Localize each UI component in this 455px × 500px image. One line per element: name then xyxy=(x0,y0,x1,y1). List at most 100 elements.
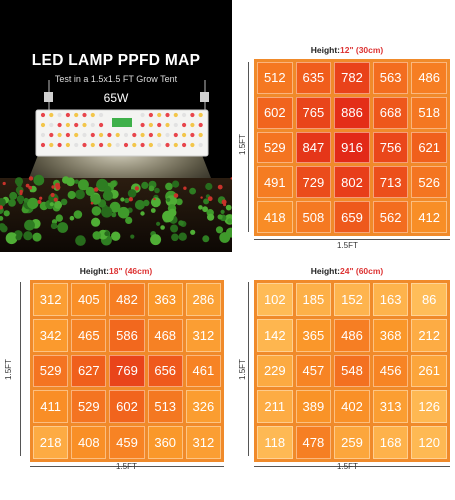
y-axis-label: 1.5FT xyxy=(3,359,13,380)
ppfd-cell: 729 xyxy=(295,166,332,199)
ppfd-cell: 326 xyxy=(185,390,221,424)
x-axis-label: 1.5FT xyxy=(116,462,137,471)
ppfd-cell: 916 xyxy=(334,131,370,164)
ppfd-cell: 756 xyxy=(372,131,409,164)
height-value: 18" (46cm) xyxy=(109,266,153,276)
hero-subtitle: Test in a 1.5x1.5 FT Grow Tent xyxy=(54,74,178,84)
ppfd-cell: 529 xyxy=(71,390,107,424)
y-axis-label: 1.5FT xyxy=(237,359,247,380)
ppfd-cell: 405 xyxy=(71,283,107,316)
ppfd-cell: 529 xyxy=(33,354,69,388)
ppfd-cell: 886 xyxy=(334,96,370,129)
height-label: Height: xyxy=(310,45,341,55)
ppfd-map-12in: Height:12" (30cm) 1.5FT 512 635 782 563 486 6… xyxy=(237,40,454,252)
ppfd-cell: 408 xyxy=(71,426,107,459)
ppfd-cell: 526 xyxy=(411,166,447,199)
ppfd-cell: 563 xyxy=(372,62,409,94)
ppfd-cell: 459 xyxy=(109,426,145,459)
product-hero-panel: LED LAMP PPFD MAP Test in a 1.5x1.5 FT G… xyxy=(0,0,232,252)
height-label: Height: xyxy=(79,266,110,276)
ppfd-cell: 513 xyxy=(147,390,183,424)
ppfd-cell: 229 xyxy=(257,354,293,388)
ppfd-cell: 365 xyxy=(295,318,332,352)
ppfd-cell: 185 xyxy=(295,283,332,316)
ppfd-cell: 802 xyxy=(334,166,370,199)
x-axis-label: 1.5FT xyxy=(337,241,358,250)
ppfd-cell: 461 xyxy=(185,354,221,388)
ppfd-cell: 668 xyxy=(372,96,409,129)
ppfd-grid: 512 635 782 563 486 602 765 886 668 518 529 847 916 7… xyxy=(254,59,450,236)
ppfd-cell: 518 xyxy=(411,96,447,129)
ppfd-cell: 152 xyxy=(334,283,370,316)
ppfd-cell: 586 xyxy=(109,318,145,352)
ppfd-cell: 389 xyxy=(295,390,332,424)
ppfd-cell: 313 xyxy=(372,390,409,424)
ppfd-cell: 261 xyxy=(411,354,447,388)
ppfd-cell: 486 xyxy=(411,62,447,94)
ppfd-cell: 342 xyxy=(33,318,69,352)
ppfd-cell: 163 xyxy=(372,283,409,316)
ppfd-cell: 562 xyxy=(372,201,409,233)
height-value: 12" (30cm) xyxy=(340,45,384,55)
ppfd-cell: 491 xyxy=(257,166,293,199)
ppfd-cell: 286 xyxy=(185,283,221,316)
ppfd-cell: 142 xyxy=(257,318,293,352)
ppfd-cell: 621 xyxy=(411,131,447,164)
ppfd-cell: 512 xyxy=(257,62,293,94)
ppfd-cell: 402 xyxy=(334,390,370,424)
ppfd-cell: 627 xyxy=(71,354,107,388)
ppfd-cell: 713 xyxy=(372,166,409,199)
x-axis-label: 1.5FT xyxy=(337,462,358,471)
ppfd-cell: 120 xyxy=(411,426,447,459)
ppfd-cell: 312 xyxy=(33,283,69,316)
ppfd-cell: 211 xyxy=(257,390,293,424)
ppfd-cell: 847 xyxy=(295,131,332,164)
ppfd-cell: 548 xyxy=(334,354,370,388)
ppfd-cell: 508 xyxy=(295,201,332,233)
ppfd-cell: 312 xyxy=(185,318,221,352)
ppfd-cell: 168 xyxy=(372,426,409,459)
hero-wattage: 65W xyxy=(103,91,129,105)
y-axis-label: 1.5FT xyxy=(237,134,247,155)
ppfd-map-24in: Height:24" (60cm) 1.5FT 102 185 152 163 86 14… xyxy=(237,262,454,474)
ppfd-cell: 411 xyxy=(33,390,69,424)
ppfd-cell: 126 xyxy=(411,390,447,424)
ppfd-cell: 659 xyxy=(334,201,370,233)
ppfd-cell: 259 xyxy=(334,426,370,459)
ppfd-cell: 529 xyxy=(257,131,293,164)
ppfd-cell: 86 xyxy=(411,283,447,316)
ppfd-cell: 418 xyxy=(257,201,293,233)
ppfd-cell: 218 xyxy=(33,426,69,459)
ppfd-cell: 212 xyxy=(411,318,447,352)
ppfd-cell: 478 xyxy=(295,426,332,459)
height-value: 24" (60cm) xyxy=(340,266,384,276)
ppfd-grid: 102 185 152 163 86 142 365 486 368 212 229 457 548 45… xyxy=(254,280,450,462)
ppfd-cell: 635 xyxy=(295,62,332,94)
ppfd-cell: 769 xyxy=(109,354,145,388)
ppfd-cell: 360 xyxy=(147,426,183,459)
map-title: Height:18" (46cm) xyxy=(8,266,224,276)
ppfd-cell: 656 xyxy=(147,354,183,388)
ppfd-cell: 456 xyxy=(372,354,409,388)
ppfd-cell: 782 xyxy=(334,62,370,94)
ppfd-cell: 482 xyxy=(109,283,145,316)
ppfd-cell: 465 xyxy=(71,318,107,352)
lamp-illustration xyxy=(0,80,232,252)
height-label: Height: xyxy=(310,266,341,276)
ppfd-cell: 765 xyxy=(295,96,332,129)
ppfd-cell: 118 xyxy=(257,426,293,459)
map-title: Height:24" (60cm) xyxy=(240,266,454,276)
ppfd-cell: 102 xyxy=(257,283,293,316)
ppfd-cell: 457 xyxy=(295,354,332,388)
ppfd-cell: 468 xyxy=(147,318,183,352)
ppfd-cell: 368 xyxy=(372,318,409,352)
ppfd-cell: 602 xyxy=(109,390,145,424)
ppfd-cell: 312 xyxy=(185,426,221,459)
ppfd-map-18in: Height:18" (46cm) 1.5FT 312 405 482 363 286 3… xyxy=(4,262,224,474)
ppfd-cell: 602 xyxy=(257,96,293,129)
ppfd-cell: 363 xyxy=(147,283,183,316)
ppfd-grid: 312 405 482 363 286 342 465 586 468 312 529 627 769 6… xyxy=(30,280,224,462)
hero-title: LED LAMP PPFD MAP xyxy=(31,52,201,69)
ppfd-cell: 412 xyxy=(411,201,447,233)
ppfd-cell: 486 xyxy=(334,318,370,352)
